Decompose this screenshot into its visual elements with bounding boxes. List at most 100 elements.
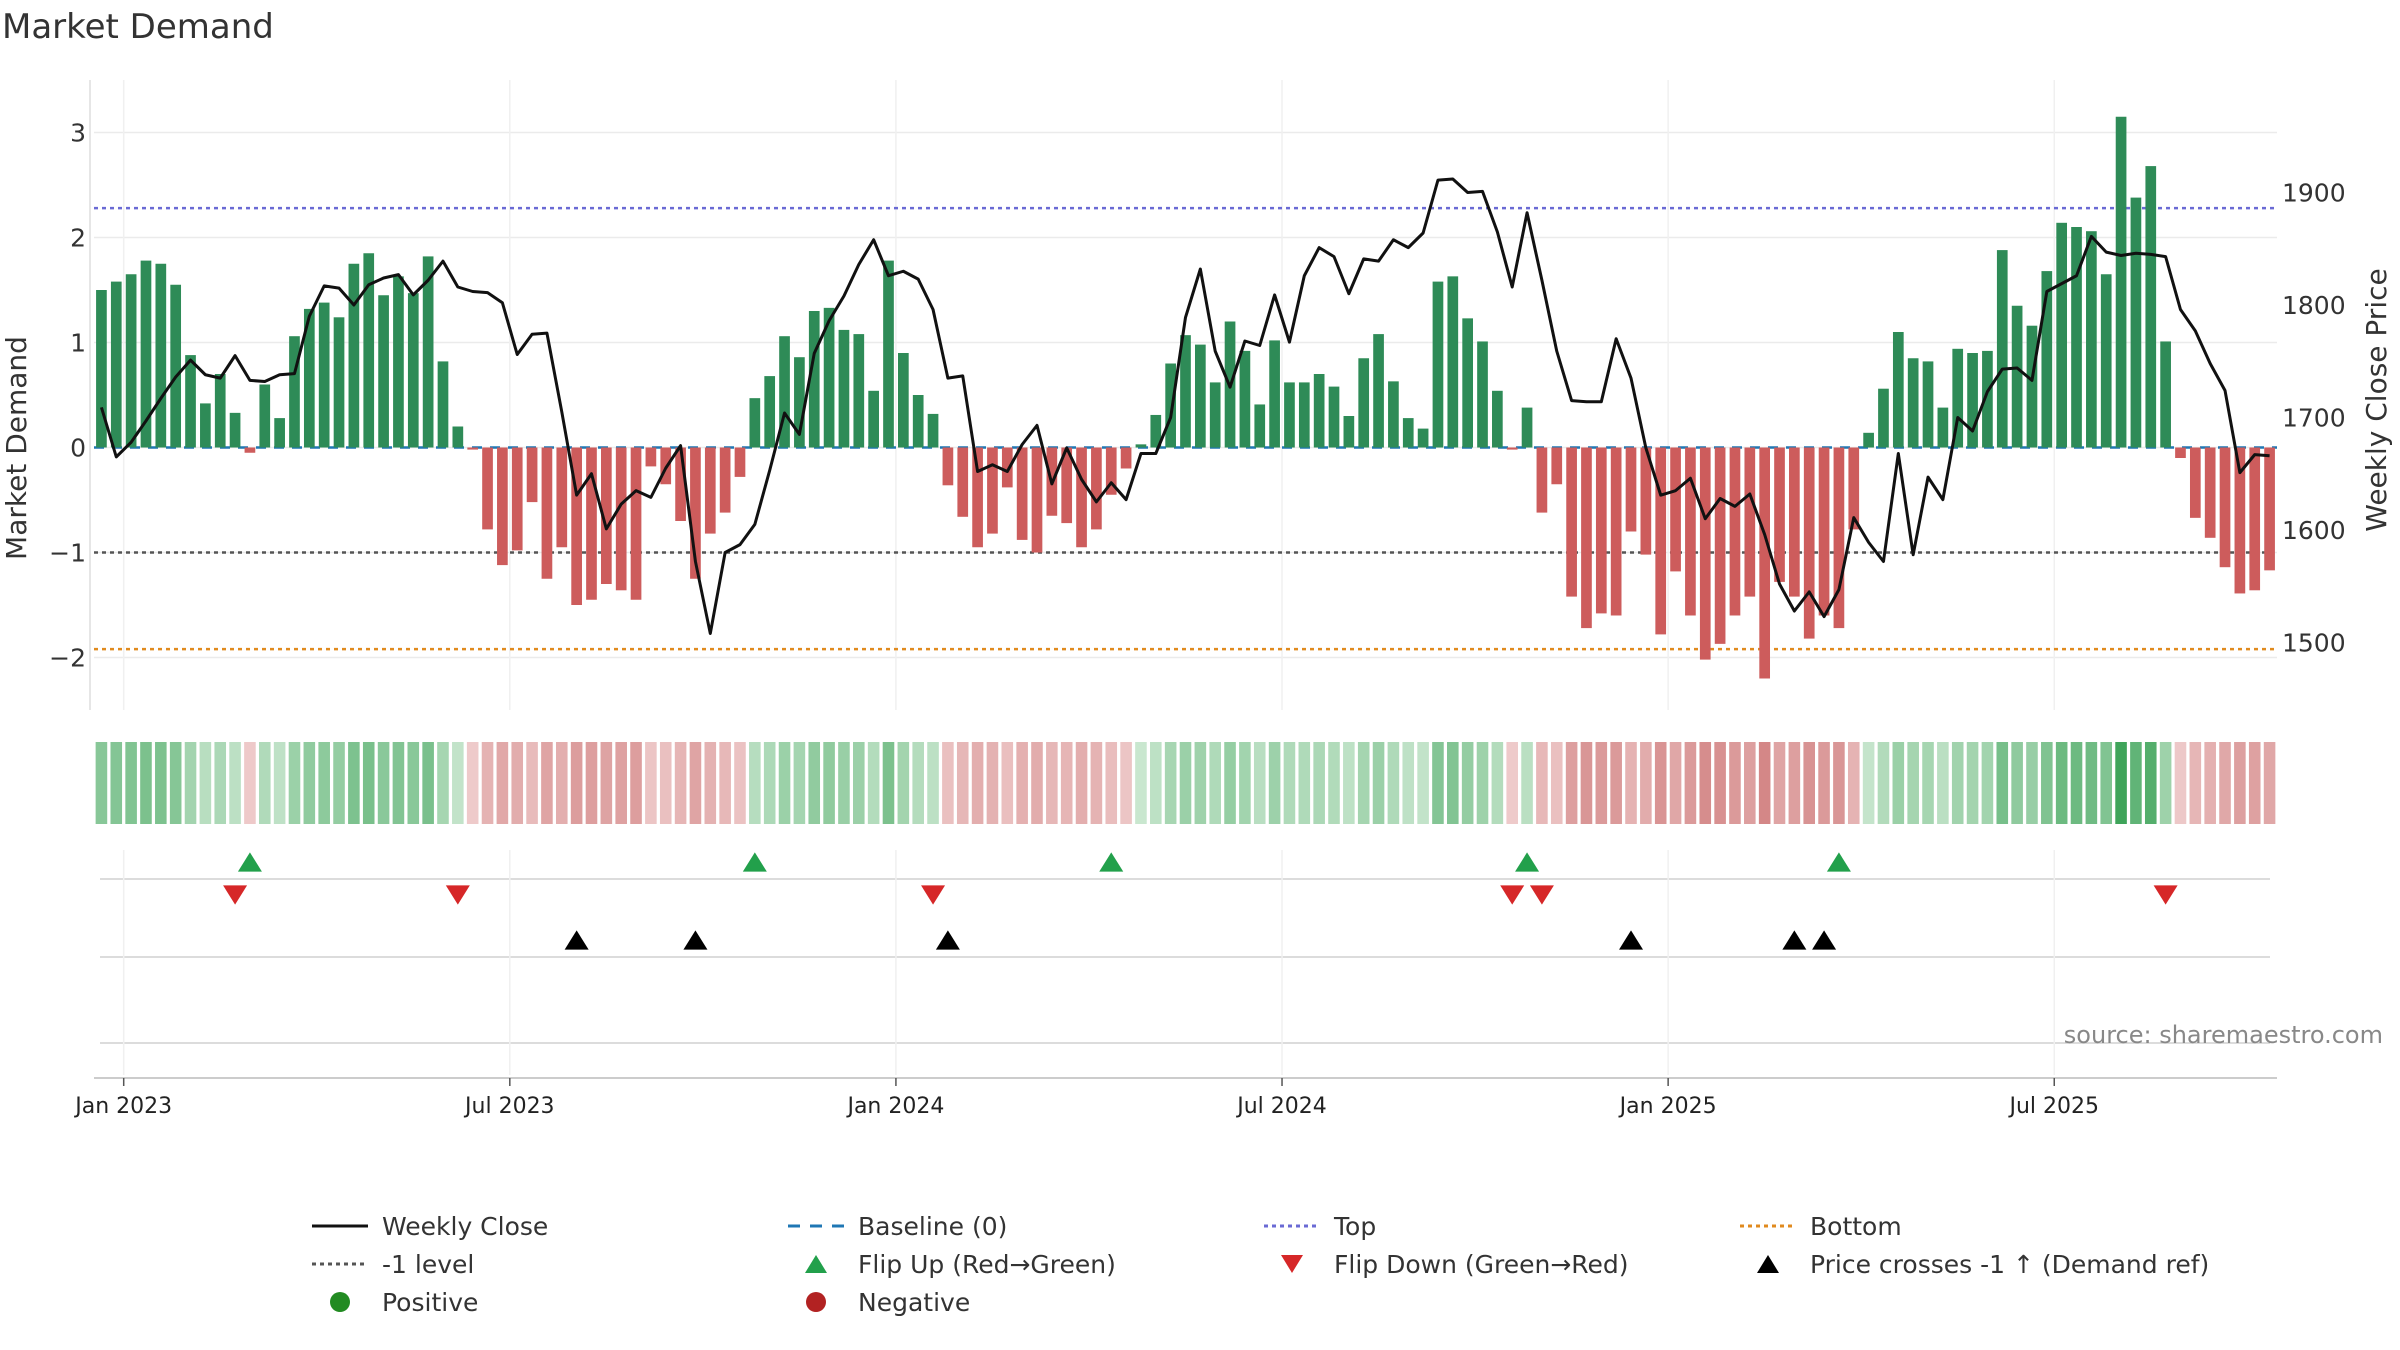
strip-cell xyxy=(986,742,999,824)
strip-cell xyxy=(2026,742,2038,824)
strip-cell xyxy=(1387,742,1400,824)
legend-item: Weekly Close xyxy=(312,1212,548,1241)
demand-bar xyxy=(972,447,983,548)
y2-axis-label: Weekly Close Price xyxy=(2360,268,2393,531)
demand-bar xyxy=(1298,382,1310,448)
strip-cell xyxy=(585,742,598,824)
demand-bar xyxy=(1388,381,1399,448)
strip-cell xyxy=(1818,742,1830,824)
demand-bar xyxy=(1373,334,1384,448)
strip-cell xyxy=(273,742,286,824)
demand-bar xyxy=(244,447,256,453)
flip-up-marker xyxy=(742,852,767,872)
demand-bar xyxy=(1358,358,1370,448)
demand-bar xyxy=(348,263,360,448)
strip-cell xyxy=(912,742,924,824)
demand-bar xyxy=(482,447,493,530)
event-markers xyxy=(100,850,2270,1075)
strip-cell xyxy=(2041,742,2053,824)
strip-cell xyxy=(1714,742,1726,824)
strip-cell xyxy=(1922,742,1934,824)
demand-bar xyxy=(140,260,152,448)
demand-bar xyxy=(1120,447,1132,469)
demand-bar xyxy=(1685,447,1696,616)
legend-label: Baseline (0) xyxy=(858,1212,1007,1241)
demand-bar xyxy=(927,413,939,448)
demand-bar xyxy=(407,293,419,448)
y-tick-label: −2 xyxy=(49,644,86,673)
demand-bar xyxy=(1759,447,1771,679)
demand-bar xyxy=(125,274,137,448)
strip-cell xyxy=(1654,742,1667,824)
demand-bar xyxy=(630,447,642,600)
strip-cell xyxy=(140,742,152,824)
y2-tick-label: 1600 xyxy=(2282,516,2346,545)
strip-cell xyxy=(971,742,984,824)
demand-bar xyxy=(2011,305,2023,448)
demand-bar xyxy=(1135,444,1147,448)
strip-cell xyxy=(1699,742,1712,824)
strip-cell xyxy=(184,742,197,824)
demand-bar xyxy=(1254,404,1266,448)
strip-cell xyxy=(2011,742,2023,824)
flip-up-marker xyxy=(237,852,262,872)
demand-bar xyxy=(645,447,657,467)
cross-marker xyxy=(935,930,960,950)
strip-cell xyxy=(2234,742,2246,824)
demand-bar xyxy=(1492,390,1503,448)
strip-cell xyxy=(808,742,821,824)
strip-cell xyxy=(1684,742,1697,824)
strip-cell xyxy=(1550,742,1563,824)
y-tick-label: 2 xyxy=(70,224,86,253)
flip-down-marker xyxy=(1529,885,1554,905)
strip-cell xyxy=(1847,742,1860,824)
demand-bar xyxy=(1967,353,1978,448)
strip-cell xyxy=(1268,742,1281,824)
strip-cell xyxy=(1758,742,1771,824)
x-tick-label: Jul 2025 xyxy=(2007,1094,2099,1119)
demand-bar xyxy=(1076,447,1087,548)
demand-bar xyxy=(987,447,998,534)
demand-bar xyxy=(1195,344,1206,448)
cross-marker xyxy=(1782,930,1807,950)
demand-bar xyxy=(1982,350,1993,448)
weekly-close-line xyxy=(99,177,2270,635)
legend-label: Weekly Close xyxy=(382,1212,548,1241)
flip-down-marker xyxy=(223,885,248,905)
demand-bar xyxy=(1833,447,1845,629)
strip-cell xyxy=(95,742,108,824)
demand-bar xyxy=(600,447,612,584)
strip-cell xyxy=(2070,742,2083,824)
strip-cell xyxy=(229,742,241,824)
strip-cell xyxy=(1046,742,1058,824)
demand-bar xyxy=(170,284,182,448)
demand-bar xyxy=(393,276,404,448)
demand-bar xyxy=(1269,340,1280,448)
strip-cell xyxy=(1135,742,1147,824)
demand-bar xyxy=(1892,332,1904,448)
strip-cell xyxy=(1090,742,1103,824)
cross-marker xyxy=(683,930,708,950)
strip-cell xyxy=(1372,742,1385,824)
flip-down-marker xyxy=(921,885,946,905)
flip-up-marker xyxy=(1826,852,1851,872)
strip-cell xyxy=(1209,742,1221,824)
strip-cell xyxy=(1120,742,1132,824)
y-tick-label: 3 xyxy=(70,119,86,148)
x-tick-label: Jan 2025 xyxy=(1618,1094,1717,1119)
demand-bar xyxy=(868,390,879,448)
strip-cell xyxy=(258,742,271,824)
strip-cell xyxy=(1402,742,1415,824)
strip-cell xyxy=(377,742,390,824)
strip-cell xyxy=(659,742,672,824)
demand-bar xyxy=(378,295,389,448)
weekly-close-line-group xyxy=(99,177,2270,635)
demand-bar xyxy=(1506,447,1518,450)
demand-bar xyxy=(1729,447,1741,616)
demand-bar xyxy=(1001,447,1013,488)
demand-bar xyxy=(2056,222,2068,448)
strip-cell xyxy=(1224,742,1236,824)
strip-cell xyxy=(1001,742,1014,824)
strip-cell xyxy=(155,742,167,824)
strip-cell xyxy=(897,742,910,824)
